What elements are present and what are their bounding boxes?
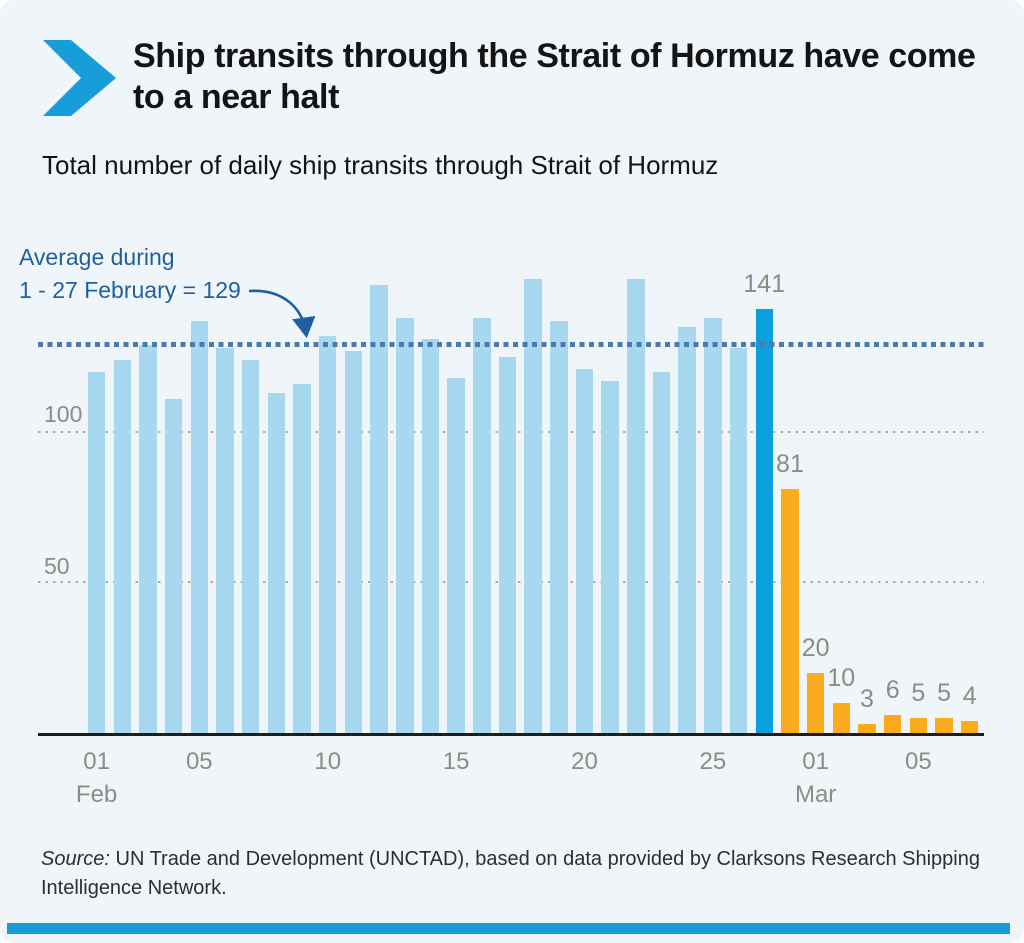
y-axis-label-50: 50 [44,553,70,579]
x-tick-15: 15 [442,748,470,775]
bar-value-label-feb-27: 141 [743,269,786,298]
bar-feb-01 [87,371,106,733]
bar-feb-09 [293,383,311,733]
bar-feb-04 [164,398,183,733]
bar-feb-21 [601,380,619,733]
bar-value-label-mar-01: 20 [801,633,830,662]
average-annotation-line2: 1 - 27 February = 129 [19,277,241,303]
bar-feb-27 [755,308,774,733]
bar-feb-20 [575,368,594,733]
x-tick-mar-01: 01 [802,748,829,775]
bar-feb-19 [550,320,568,733]
source-prefix: Source: [41,848,110,870]
bar-feb-13 [396,317,414,733]
bar-feb-06 [216,347,234,733]
x-tick-05: 05 [905,748,932,775]
source-text: UN Trade and Development (UNCTAD), based… [41,848,980,899]
bar-mar-02 [832,702,851,733]
bar-feb-16 [473,317,491,733]
bar-value-label-mar-05: 5 [911,678,926,707]
bar-feb-02 [113,359,132,733]
x-tick-05: 05 [185,748,213,775]
bar-mar-06 [935,717,953,733]
bar-value-label-mar-03: 3 [860,684,874,713]
bar-mar-07 [960,720,979,733]
bar-feb-18 [524,278,542,733]
bar-value-label-mar-04: 6 [885,675,900,704]
bar-feb-25 [704,317,722,733]
source-note: Source: UN Trade and Development (UNCTAD… [41,845,981,903]
month-label-mar: Mar [794,781,837,808]
bar-value-label-mar-07: 4 [962,681,977,710]
bar-feb-11 [344,350,363,733]
bar-mar-04 [883,714,902,733]
bar-feb-28 [781,489,799,733]
average-annotation: Average during 1 - 27 February = 129 [19,241,241,307]
bottom-accent-bar [7,923,1010,934]
bar-value-label-mar-06: 5 [937,678,951,707]
bar-mar-05 [909,717,928,733]
bar-feb-23 [652,371,671,733]
x-tick-feb-01: 01 [83,748,110,775]
bar-feb-05 [190,320,209,733]
bar-feb-03 [139,344,157,733]
bar-feb-22 [627,278,645,733]
bar-feb-17 [498,356,517,733]
bar-feb-07 [241,359,260,733]
y-axis-label-100: 100 [44,401,83,427]
bar-feb-26 [729,347,748,733]
bar-feb-15 [447,377,465,733]
chart-subtitle: Total number of daily ship transits thro… [42,150,719,180]
bar-mar-01 [806,672,825,733]
chevron-right-icon [43,40,116,116]
bar-feb-08 [267,392,286,733]
x-tick-10: 10 [314,748,342,775]
annotation-arrow-icon [248,289,316,339]
bar-mar-03 [858,723,876,733]
plot-area: 141 81 20 10 3 6 5 5 4 [38,250,984,736]
month-label-feb: Feb [75,781,118,808]
bar-feb-10 [318,335,337,733]
x-tick-25: 25 [699,748,727,775]
bar-value-label-feb-28: 81 [776,450,804,479]
bar-feb-24 [678,326,696,733]
average-annotation-line1: Average during [19,244,175,270]
bar-feb-12 [370,284,388,733]
average-line [38,342,984,347]
x-tick-20: 20 [571,748,598,775]
page-title: Ship transits through the Strait of Horm… [133,37,976,116]
x-axis-line [38,733,984,736]
bar-value-label-mar-02: 10 [827,663,856,692]
bar-feb-14 [421,338,440,733]
